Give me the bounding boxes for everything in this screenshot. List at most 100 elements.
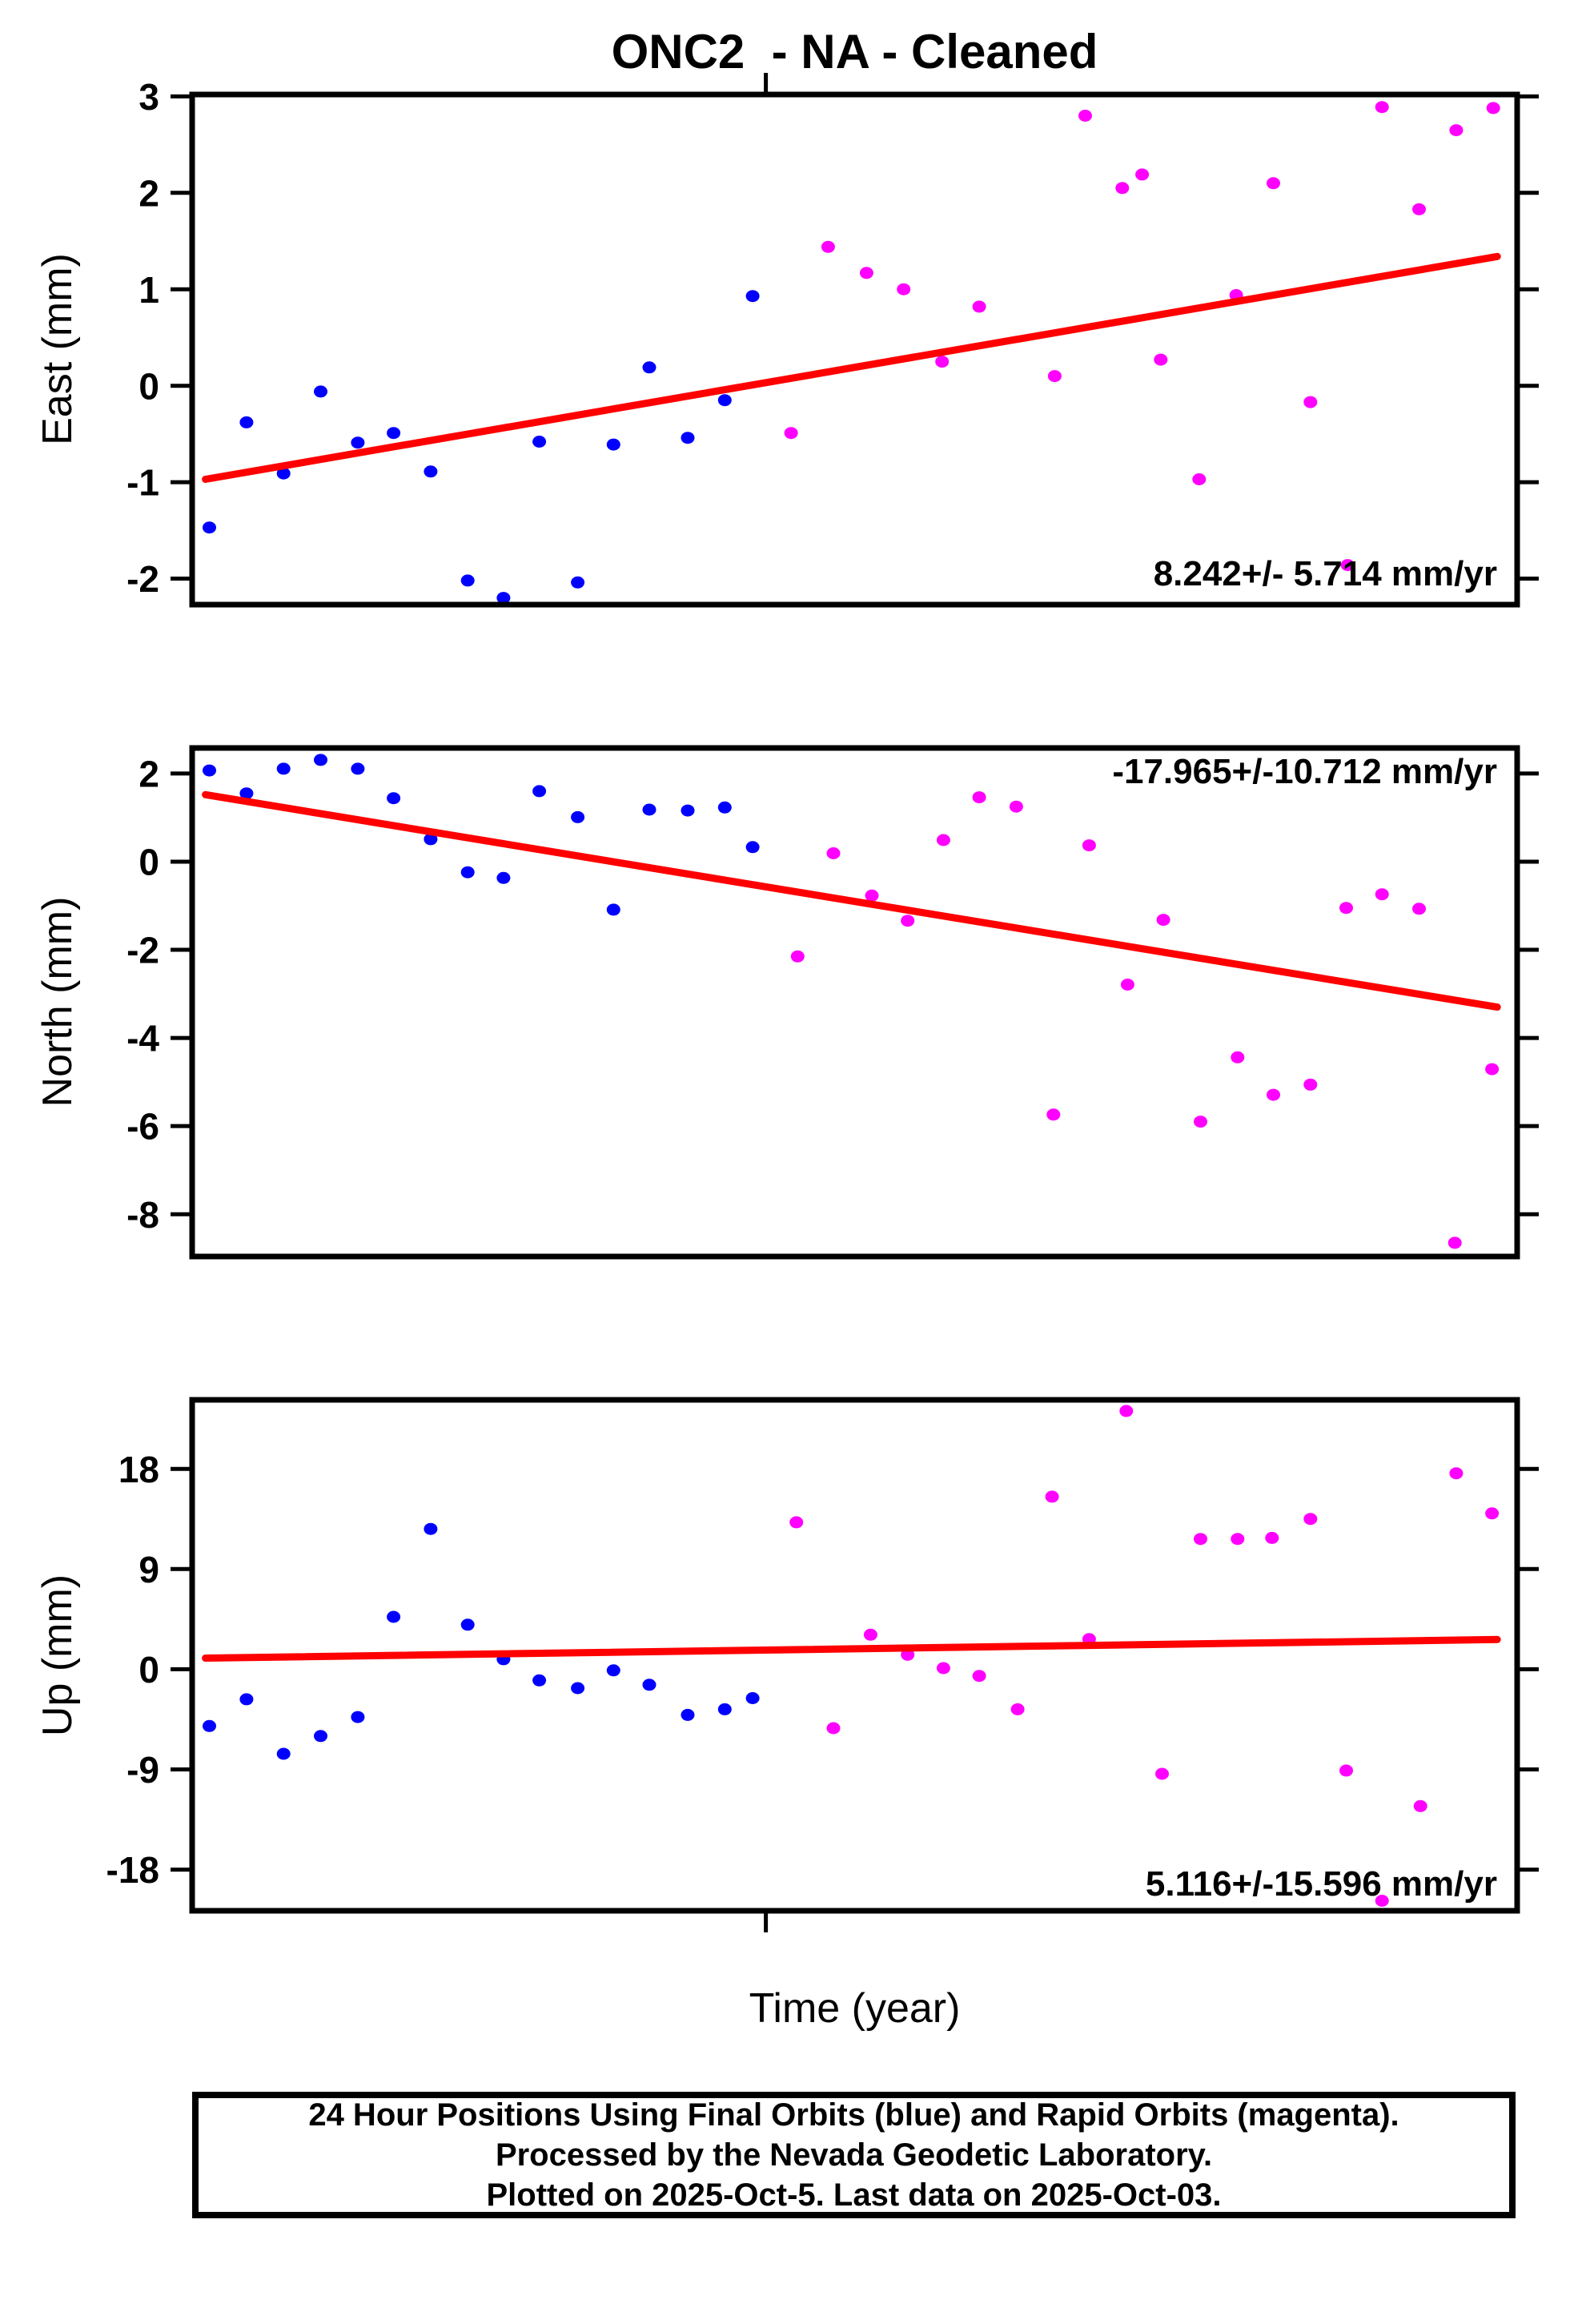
east-rate-annotation: 8.242+/- 5.714 mm/yr bbox=[1153, 554, 1497, 593]
data-point-final-blue bbox=[606, 1664, 620, 1677]
data-point-rapid-magenta bbox=[1486, 102, 1500, 115]
data-point-final-blue bbox=[532, 785, 547, 798]
data-point-rapid-magenta bbox=[1154, 353, 1168, 366]
data-point-final-blue bbox=[681, 432, 695, 444]
data-point-final-blue bbox=[460, 574, 475, 587]
data-point-final-blue bbox=[606, 903, 620, 916]
data-point-rapid-magenta bbox=[1194, 1533, 1207, 1546]
data-point-rapid-magenta bbox=[1375, 1895, 1389, 1907]
data-point-rapid-magenta bbox=[1010, 1703, 1025, 1715]
data-point-rapid-magenta bbox=[1340, 559, 1355, 572]
data-point-rapid-magenta bbox=[826, 847, 841, 859]
data-point-rapid-magenta bbox=[1485, 1063, 1500, 1076]
panel-border bbox=[189, 91, 1520, 608]
data-point-final-blue bbox=[351, 436, 365, 449]
data-point-final-blue bbox=[351, 762, 365, 775]
y-tick-label: -2 bbox=[126, 930, 159, 971]
trend-line bbox=[202, 252, 1501, 483]
data-point-rapid-magenta bbox=[1194, 1116, 1207, 1128]
data-point-rapid-magenta bbox=[935, 356, 950, 368]
data-point-rapid-magenta bbox=[1156, 914, 1170, 927]
data-point-rapid-magenta bbox=[1120, 979, 1134, 991]
data-point-rapid-magenta bbox=[1267, 177, 1280, 190]
data-points-group bbox=[203, 101, 1500, 605]
y-tick-label: 0 bbox=[139, 365, 159, 407]
data-point-rapid-magenta bbox=[1449, 1467, 1464, 1480]
data-point-rapid-magenta bbox=[1009, 800, 1023, 813]
data-point-rapid-magenta bbox=[821, 240, 835, 253]
data-point-rapid-magenta bbox=[826, 1722, 841, 1735]
data-point-rapid-magenta bbox=[1231, 1533, 1245, 1546]
data-point-final-blue bbox=[276, 762, 291, 775]
data-point-rapid-magenta bbox=[1303, 396, 1318, 408]
data-point-final-blue bbox=[496, 871, 511, 884]
data-point-rapid-magenta bbox=[1265, 1531, 1279, 1544]
y-tick-label: -8 bbox=[126, 1194, 159, 1236]
data-point-rapid-magenta bbox=[897, 283, 911, 296]
up-rate-annotation: 5.116+/-15.596 mm/yr bbox=[1145, 1864, 1497, 1904]
footer-line-1: 24 Hour Positions Using Final Orbits (bl… bbox=[308, 2097, 1399, 2133]
data-point-rapid-magenta bbox=[1339, 1764, 1353, 1777]
data-point-rapid-magenta bbox=[972, 300, 986, 313]
data-point-final-blue bbox=[571, 1682, 585, 1695]
y-tick-label: 0 bbox=[139, 1649, 159, 1691]
data-point-final-blue bbox=[424, 833, 438, 846]
data-point-final-blue bbox=[424, 465, 438, 478]
y-tick-label: -18 bbox=[106, 1849, 159, 1891]
y-tick-label: 9 bbox=[139, 1549, 159, 1590]
data-point-final-blue bbox=[642, 1679, 656, 1691]
data-point-final-blue bbox=[203, 521, 216, 534]
data-point-final-blue bbox=[496, 592, 511, 605]
data-point-rapid-magenta bbox=[1047, 370, 1062, 383]
data-point-rapid-magenta bbox=[1045, 1490, 1059, 1503]
data-point-final-blue bbox=[717, 801, 732, 814]
data-point-final-blue bbox=[276, 467, 291, 480]
north-rate-annotation: -17.965+/-10.712 mm/yr bbox=[1112, 752, 1497, 791]
data-point-rapid-magenta bbox=[936, 834, 950, 846]
data-point-rapid-magenta bbox=[972, 1670, 986, 1683]
data-point-rapid-magenta bbox=[1192, 473, 1207, 485]
data-point-rapid-magenta bbox=[1447, 1236, 1462, 1249]
footer-line-2: Processed by the Nevada Geodetic Laborat… bbox=[495, 2137, 1213, 2173]
data-point-final-blue bbox=[424, 1522, 438, 1535]
y-tick-label: 2 bbox=[139, 754, 159, 795]
data-point-final-blue bbox=[745, 290, 760, 303]
y-tick-label: 0 bbox=[139, 842, 159, 883]
y-tick-label: -4 bbox=[126, 1018, 159, 1059]
panel-border bbox=[189, 745, 1520, 1260]
data-point-rapid-magenta bbox=[1135, 168, 1150, 181]
data-point-final-blue bbox=[314, 754, 327, 766]
data-point-rapid-magenta bbox=[901, 915, 915, 927]
data-point-rapid-magenta bbox=[1412, 903, 1426, 915]
data-points-group bbox=[203, 754, 1500, 1249]
data-point-final-blue bbox=[314, 385, 327, 398]
data-point-final-blue bbox=[532, 436, 547, 448]
data-point-final-blue bbox=[203, 1719, 216, 1732]
footer-info-box: 24 Hour Positions Using Final Orbits (bl… bbox=[192, 2092, 1516, 2218]
data-point-rapid-magenta bbox=[936, 1662, 950, 1675]
data-point-rapid-magenta bbox=[859, 267, 873, 279]
data-point-final-blue bbox=[681, 804, 695, 817]
data-point-final-blue bbox=[571, 810, 585, 823]
data-point-rapid-magenta bbox=[1303, 1078, 1318, 1091]
data-point-final-blue bbox=[239, 1693, 254, 1706]
data-points-group bbox=[203, 1405, 1500, 1907]
data-point-rapid-magenta bbox=[1155, 1767, 1169, 1780]
trend-line bbox=[202, 1635, 1501, 1662]
data-point-rapid-magenta bbox=[1082, 839, 1096, 852]
data-point-final-blue bbox=[460, 866, 475, 879]
data-point-final-blue bbox=[276, 1747, 291, 1760]
data-point-final-blue bbox=[642, 803, 656, 816]
data-point-rapid-magenta bbox=[863, 1628, 877, 1641]
data-point-rapid-magenta bbox=[784, 427, 798, 440]
data-point-final-blue bbox=[203, 764, 216, 777]
data-point-rapid-magenta bbox=[1078, 110, 1092, 122]
data-point-rapid-magenta bbox=[972, 791, 986, 804]
data-point-rapid-magenta bbox=[1413, 1799, 1427, 1812]
data-point-final-blue bbox=[314, 1730, 327, 1743]
data-point-final-blue bbox=[239, 787, 254, 800]
x-axis-title: Time (year) bbox=[749, 1985, 961, 2032]
data-point-rapid-magenta bbox=[1119, 1405, 1134, 1417]
